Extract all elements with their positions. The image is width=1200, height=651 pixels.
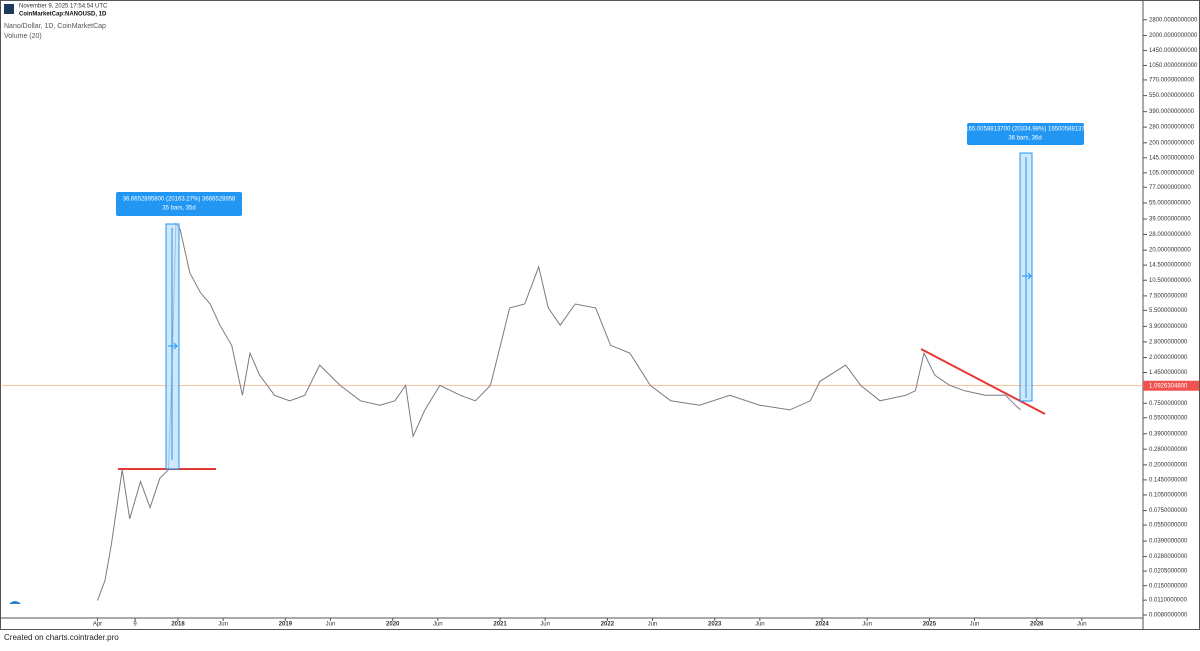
- y-tick-label: 55.0000000000: [1149, 201, 1191, 207]
- y-tick-label: 0.2000000000: [1149, 462, 1188, 468]
- x-tick-label: Jun: [648, 622, 658, 628]
- measure-label: 165.0058813700 (20334.98%) 16500588137: [965, 127, 1085, 133]
- y-tick-label: 0.0205000000: [1149, 569, 1188, 575]
- measure-label-box: [967, 123, 1084, 145]
- measure-label-box: [116, 192, 242, 216]
- y-tick-label: 1.4500000000: [1149, 370, 1188, 376]
- frame: [0, 0, 1200, 630]
- x-tick-label: 2025: [923, 622, 937, 628]
- x-tick-label: 2026: [1030, 622, 1044, 628]
- x-tick-label: Jun: [1077, 622, 1087, 628]
- y-tick-label: 7.5000000000: [1149, 293, 1188, 299]
- logo: [4, 4, 14, 14]
- last-price-label: 1.0926304800: [1149, 383, 1188, 389]
- x-tick-label: 2024: [815, 622, 829, 628]
- header-date: November 9, 2025 17:54:54 UTC: [19, 4, 108, 10]
- y-tick-label: 0.0110000000: [1149, 598, 1188, 604]
- x-tick-label: 9: [133, 622, 137, 628]
- last-price-box: [1143, 380, 1199, 391]
- y-tick-label: 3.9000000000: [1149, 324, 1188, 330]
- y-tick-label: 0.1450000000: [1149, 477, 1188, 483]
- y-tick-label: 280.0000000000: [1149, 125, 1195, 131]
- y-tick-label: 0.3900000000: [1149, 431, 1188, 437]
- y-tick-label: 39.0000000000: [1149, 217, 1191, 223]
- y-tick-label: 1450.0000000000: [1149, 48, 1198, 54]
- y-tick-label: 145.0000000000: [1149, 155, 1195, 161]
- measure-label: 36.6652895800 (20163.27%) 3666528958: [123, 197, 236, 203]
- x-tick-label: Jun: [326, 622, 336, 628]
- legend-title: Nano/Dollar, 1D, CoinMarketCap: [4, 23, 106, 30]
- y-tick-label: 10.5000000000: [1149, 278, 1191, 284]
- y-tick-label: 0.0750000000: [1149, 508, 1188, 514]
- y-tick-label: 0.7500000000: [1149, 401, 1188, 407]
- y-tick-label: 0.0550000000: [1149, 523, 1188, 529]
- y-tick-label: 20.0000000000: [1149, 248, 1191, 254]
- y-tick-label: 2.8000000000: [1149, 339, 1188, 345]
- x-tick-label: 2023: [708, 622, 722, 628]
- x-tick-label: 2022: [601, 622, 615, 628]
- y-tick-label: 0.0080000000: [1149, 613, 1188, 619]
- x-tick-label: Jun: [755, 622, 765, 628]
- x-tick-label: 2019: [279, 622, 293, 628]
- y-tick-label: 0.5500000000: [1149, 415, 1188, 421]
- x-tick-label: Jun: [540, 622, 550, 628]
- y-tick-label: 105.0000000000: [1149, 170, 1195, 176]
- measure-arrow: [1022, 157, 1033, 398]
- y-tick-label: 0.2800000000: [1149, 447, 1188, 453]
- y-tick-label: 2800.0000000000: [1149, 17, 1198, 23]
- y-tick-label: 1050.0000000000: [1149, 63, 1198, 69]
- x-tick-label: 2021: [493, 622, 507, 628]
- x-tick-label: Jun: [970, 622, 980, 628]
- footer: Created on charts.cointrader.pro: [4, 633, 119, 642]
- x-tick-label: 2018: [171, 622, 185, 628]
- y-tick-label: 550.0000000000: [1149, 93, 1195, 99]
- cloud-icon: [9, 601, 21, 604]
- x-tick-label: Jun: [218, 622, 228, 628]
- y-tick-label: 0.0280000000: [1149, 554, 1188, 560]
- y-tick-label: 77.0000000000: [1149, 185, 1191, 191]
- measure-label: 35 bars, 35d: [162, 206, 195, 212]
- x-tick-label: Apr: [93, 622, 102, 628]
- y-tick-label: 0.1050000000: [1149, 493, 1188, 499]
- y-tick-label: 2.0000000000: [1149, 355, 1188, 361]
- measure-arrow: [168, 228, 179, 460]
- trend-line: [920, 348, 1046, 415]
- y-tick-label: 2000.0000000000: [1149, 33, 1198, 39]
- y-tick-label: 390.0000000000: [1149, 109, 1195, 115]
- x-tick-label: Jun: [433, 622, 443, 628]
- y-tick-label: 5.5000000000: [1149, 308, 1188, 314]
- measure-label: 36 bars, 36d: [1008, 136, 1041, 142]
- indicator-label: Volume (20): [4, 33, 42, 40]
- y-tick-label: 770.0000000000: [1149, 78, 1195, 84]
- header-symbol: CoinMarketCap:NANOUSD, 1D: [19, 12, 107, 18]
- x-tick-label: 2020: [386, 622, 400, 628]
- x-tick-label: Jun: [862, 622, 872, 628]
- y-tick-label: 0.0150000000: [1149, 583, 1188, 589]
- y-tick-label: 200.0000000000: [1149, 140, 1195, 146]
- y-tick-label: 0.0390000000: [1149, 539, 1188, 545]
- y-tick-label: 14.5000000000: [1149, 263, 1191, 269]
- y-tick-label: 28.0000000000: [1149, 232, 1191, 238]
